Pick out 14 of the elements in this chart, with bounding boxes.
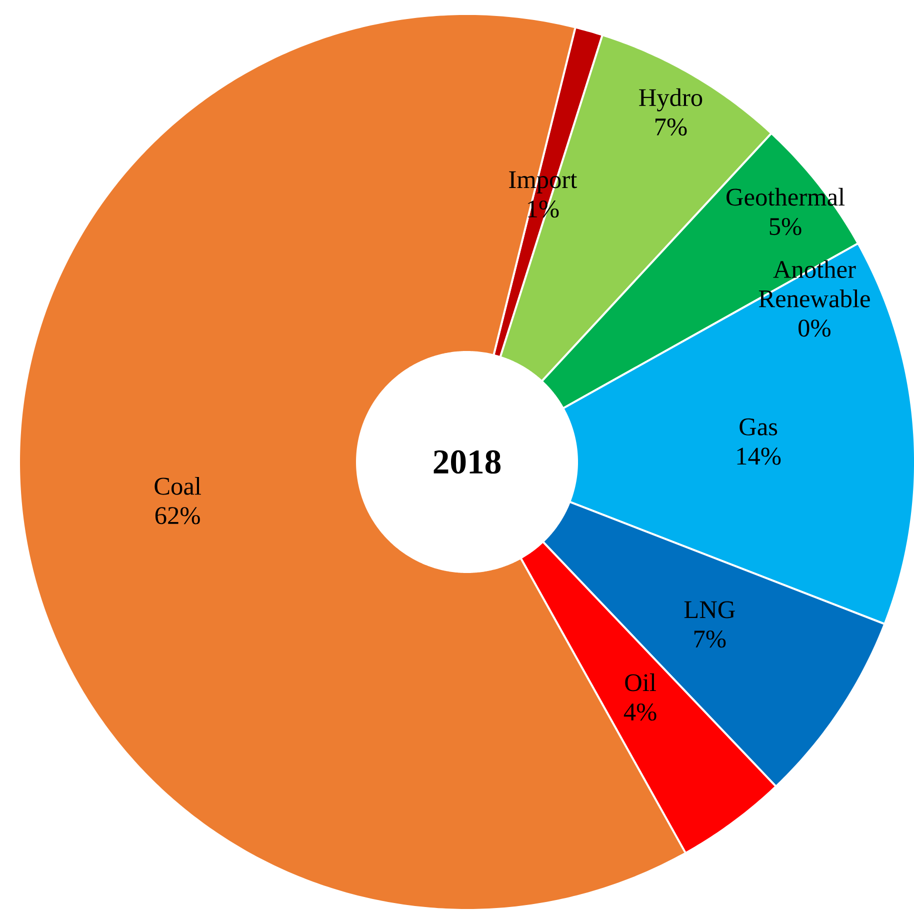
data-label: 62% bbox=[155, 507, 200, 524]
slice-label: LNG bbox=[684, 601, 735, 618]
slice-label: Gas bbox=[740, 418, 778, 436]
data-label: 14% bbox=[737, 448, 781, 465]
data-label: 1% bbox=[528, 200, 559, 218]
data-label: 5% bbox=[770, 218, 802, 236]
slice-label: Oil bbox=[625, 673, 656, 692]
data-label: 7% bbox=[694, 630, 726, 648]
slice-label: Hydro bbox=[639, 88, 702, 112]
data-label: 7% bbox=[656, 118, 687, 136]
text: 2018 bbox=[434, 450, 501, 474]
text: 0% bbox=[798, 320, 830, 337]
slice-label: Coal bbox=[154, 477, 201, 495]
data-label: 4% bbox=[624, 703, 656, 721]
